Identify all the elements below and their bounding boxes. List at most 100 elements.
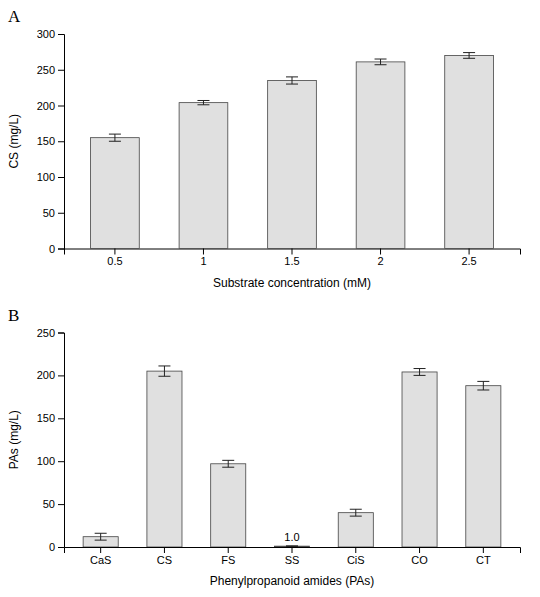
x-axis: CaS CS FS SS CiS CO CT (65, 547, 521, 566)
tick-mark (355, 547, 356, 553)
tick: 150 (37, 135, 64, 147)
tick-mark (469, 249, 470, 255)
tick-label: 150 (37, 135, 55, 147)
tick: CiS (347, 547, 365, 566)
axis-line (65, 249, 521, 255)
tick-mark (58, 461, 64, 462)
tick: 2 (377, 249, 383, 268)
tick-label: 200 (37, 369, 55, 381)
bar (338, 513, 373, 547)
tick: 250 (37, 64, 64, 76)
tick-label: 1 (200, 255, 206, 267)
error-bar (463, 53, 475, 59)
panel: 0.5 1 1.5 2 2.5 0 50 100 150 200 250 300 Substrate c… (7, 7, 521, 290)
error-bar (95, 533, 107, 540)
tick-label: CO (411, 554, 428, 566)
tick: 200 (37, 100, 64, 112)
tick-mark (483, 547, 484, 553)
tick-mark (380, 249, 381, 255)
tick-label: 2.5 (461, 255, 476, 267)
chart: 0.5 1 1.5 2 2.5 0 50 100 150 200 250 300 Substrate c… (0, 0, 540, 597)
tick-label: 2 (377, 255, 383, 267)
y-axis: 0 50 100 150 200 250 300 (37, 28, 65, 255)
panel-label: A (8, 7, 21, 26)
tick: CS (157, 547, 172, 566)
tick-mark (58, 375, 64, 376)
tick: 50 (43, 207, 64, 219)
error-bar (109, 134, 121, 141)
tick-mark (58, 333, 64, 334)
bar (274, 546, 309, 547)
error-bar (286, 545, 298, 547)
tick-label: 250 (37, 64, 55, 76)
tick: 250 (37, 327, 64, 339)
bar (356, 62, 405, 249)
tick: 300 (37, 28, 64, 40)
tick-label: 1.5 (284, 255, 299, 267)
panel: CaS CS FS SS CiS CO CT 0 50 100 150 200 250 Phenylpro… (7, 306, 521, 589)
y-axis: 0 50 100 150 200 250 (37, 327, 65, 554)
y-axis-title: PAs (mg/L) (7, 410, 21, 469)
tick-mark (58, 249, 64, 250)
tick: 150 (37, 412, 64, 424)
error-bar (414, 369, 426, 376)
x-axis-title: Phenylpropanoid amides (PAs) (210, 574, 375, 588)
tick-label: 200 (37, 100, 55, 112)
axis-line (58, 35, 65, 250)
error-bar (350, 509, 362, 516)
tick-mark (203, 249, 204, 255)
tick-mark (58, 70, 64, 71)
y-axis-title: CS (mg/L) (7, 114, 21, 169)
axis-line (65, 548, 521, 554)
tick-label: SS (285, 554, 300, 566)
plot-area (91, 53, 494, 249)
tick-label: FS (221, 554, 235, 566)
bar (211, 464, 246, 547)
x-axis-title: Substrate concentration (mM) (213, 276, 371, 290)
annotation: 1.0 (284, 531, 299, 543)
tick-mark (58, 213, 64, 214)
tick-label: 0 (49, 541, 55, 553)
tick-mark (419, 547, 420, 553)
tick-mark (292, 547, 293, 553)
tick-label: CaS (90, 554, 111, 566)
bar (179, 103, 228, 249)
tick-label: 300 (37, 28, 55, 40)
tick: 1 (200, 249, 206, 268)
tick: CO (411, 547, 428, 566)
tick: 1.5 (284, 249, 299, 268)
bar (402, 372, 437, 547)
tick-label: 150 (37, 412, 55, 424)
error-bar (286, 77, 298, 84)
tick-mark (58, 141, 64, 142)
tick-label: 100 (37, 171, 55, 183)
tick-mark (164, 547, 165, 553)
bar (91, 138, 140, 249)
tick-mark (58, 177, 64, 178)
tick: FS (221, 547, 235, 566)
tick-label: 0 (49, 243, 55, 255)
tick-label: CT (476, 554, 491, 566)
tick-label: 0.5 (107, 255, 122, 267)
plot-area (83, 366, 501, 547)
tick: 0.5 (107, 249, 122, 268)
tick-mark (58, 34, 64, 35)
tick-mark (228, 547, 229, 553)
tick: 2.5 (461, 249, 476, 268)
tick-label: 100 (37, 455, 55, 467)
bar (466, 386, 501, 547)
tick: CaS (90, 547, 111, 566)
tick: CT (476, 547, 491, 566)
tick: 100 (37, 171, 64, 183)
error-bar (222, 460, 234, 467)
tick: 200 (37, 369, 64, 381)
error-bar (197, 100, 209, 104)
error-bar (375, 59, 387, 65)
tick-mark (58, 106, 64, 107)
bar (268, 80, 317, 248)
tick-mark (292, 249, 293, 255)
tick: 100 (37, 455, 64, 467)
tick-label: CiS (347, 554, 365, 566)
tick-label: 50 (43, 207, 55, 219)
tick: 50 (43, 498, 64, 510)
